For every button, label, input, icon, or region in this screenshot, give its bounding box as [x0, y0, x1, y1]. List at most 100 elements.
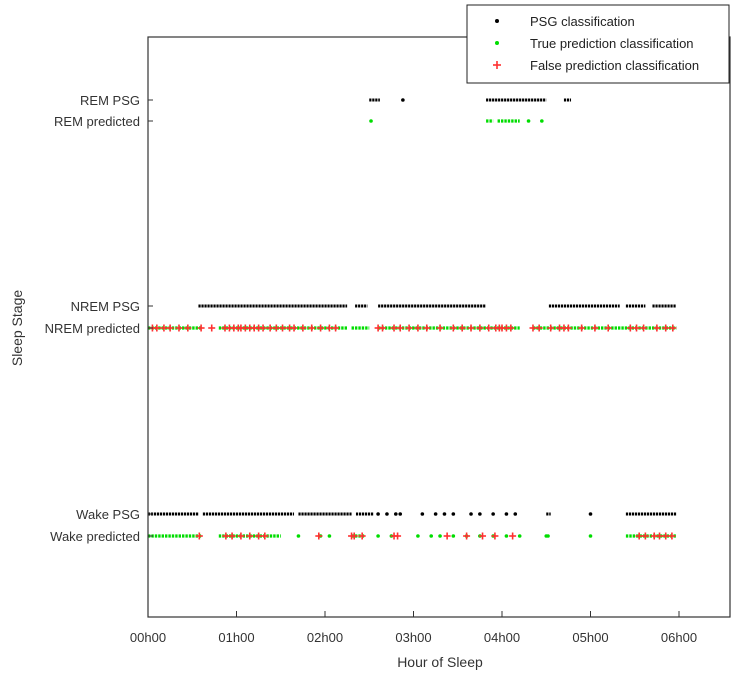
false-prediction-point: [261, 532, 269, 540]
psg-point: [385, 512, 389, 516]
psg-point: [469, 512, 473, 516]
y-tick-label-wake_pred: Wake predicted: [50, 529, 140, 544]
x-tick-label: 04h00: [484, 630, 520, 645]
false-prediction-point: [509, 532, 517, 540]
false-prediction-point: [153, 324, 161, 332]
psg-point: [398, 512, 403, 516]
false-prediction-point: [535, 324, 543, 332]
false-prediction-point: [491, 532, 499, 540]
psg-point: [433, 512, 438, 516]
false-prediction-point: [414, 324, 422, 332]
true_pred-point: [504, 534, 509, 538]
x-tick-label: 01h00: [218, 630, 254, 645]
false-prediction-point: [396, 324, 404, 332]
true_pred-point: [588, 534, 593, 538]
false-prediction-point: [564, 324, 572, 332]
x-tick-label: 00h00: [130, 630, 166, 645]
false-prediction-point: [299, 324, 307, 332]
true_pred-point: [451, 534, 456, 538]
false-prediction-point: [604, 324, 612, 332]
false-prediction-point: [175, 324, 183, 332]
x-tick-label: 03h00: [395, 630, 431, 645]
legend-box: [466, 4, 730, 84]
false-prediction-point: [197, 324, 205, 332]
false-prediction-point: [578, 324, 586, 332]
false-prediction-point: [228, 532, 236, 540]
false-prediction-point: [308, 324, 316, 332]
psg-point: [442, 512, 447, 516]
false-prediction-point: [479, 532, 487, 540]
false-prediction-point: [591, 324, 599, 332]
y-tick-label-rem_pred: REM predicted: [54, 114, 140, 129]
false-prediction-point: [635, 532, 643, 540]
true_pred-point: [296, 534, 301, 538]
true_pred-point: [416, 534, 420, 538]
legend: PSG classification True prediction classi…: [466, 4, 730, 84]
psg-point: [491, 512, 495, 516]
false-prediction-point: [507, 324, 515, 332]
false-prediction-point: [476, 324, 484, 332]
false-prediction-point: [222, 532, 230, 540]
true_pred-point: [540, 119, 544, 123]
y-axis-label: Sleep Stage: [9, 290, 25, 366]
false-prediction-point: [449, 324, 457, 332]
legend-marker-psg: [495, 19, 499, 23]
false-prediction-point: [405, 324, 413, 332]
psg-point: [394, 512, 398, 516]
false-prediction-point: [626, 324, 634, 332]
false-prediction-point: [279, 324, 287, 332]
true_pred-point: [429, 534, 434, 538]
false-prediction-point: [332, 324, 340, 332]
legend-label-psg: PSG classification: [530, 14, 635, 29]
false-prediction-point: [315, 532, 323, 540]
false-prediction-point: [394, 532, 402, 540]
false-prediction-point: [463, 532, 471, 540]
false-prediction-point: [166, 324, 174, 332]
x-tick-label: 05h00: [572, 630, 608, 645]
false-prediction-point: [208, 324, 216, 332]
false-prediction-point: [436, 324, 444, 332]
false-prediction-point: [653, 324, 661, 332]
x-tick-label: 06h00: [661, 630, 697, 645]
true_pred-point: [546, 534, 550, 538]
y-axis: REM PSG REM predicted NREM PSG NREM predict…: [45, 93, 153, 544]
legend-marker-false_pred: [493, 61, 501, 69]
false-prediction-point: [669, 324, 677, 332]
legend-label-false_pred: False prediction classification: [530, 58, 699, 73]
psg-point: [478, 512, 482, 516]
false-prediction-point: [662, 532, 670, 540]
true_pred-point: [526, 119, 531, 123]
false-prediction-point: [641, 532, 649, 540]
false-prediction-point: [379, 324, 387, 332]
false-prediction-point: [633, 324, 641, 332]
false-prediction-point: [317, 324, 325, 332]
y-tick-label-wake_psg: Wake PSG: [76, 507, 140, 522]
psg-point: [504, 512, 509, 516]
false-prediction-point: [325, 324, 333, 332]
psg-point: [401, 98, 405, 102]
y-tick-label-nrem_psg: NREM PSG: [71, 299, 140, 314]
psg-point: [513, 512, 518, 516]
psg-point: [376, 512, 380, 516]
psg-point: [588, 512, 593, 516]
x-tick-label: 02h00: [307, 630, 343, 645]
false-prediction-point: [160, 324, 168, 332]
true_pred-point: [376, 534, 380, 538]
plot-frame: [147, 36, 731, 618]
x-axis: 00h00 01h00 02h00 03h00 04h00 05h00 06h00: [130, 611, 697, 645]
false-prediction-point: [458, 324, 466, 332]
x-axis-label: Hour of Sleep: [397, 654, 483, 670]
false-prediction-point: [290, 324, 298, 332]
false-prediction-point: [547, 324, 555, 332]
false-prediction-point: [656, 532, 664, 540]
psg-point: [420, 512, 425, 516]
false-prediction-point: [485, 324, 493, 332]
false-prediction-point: [529, 324, 537, 332]
true_pred-point: [517, 534, 522, 538]
psg-point: [451, 512, 456, 516]
false-prediction-point: [350, 532, 358, 540]
true_pred-point: [438, 534, 442, 538]
false-prediction-point: [195, 532, 203, 540]
